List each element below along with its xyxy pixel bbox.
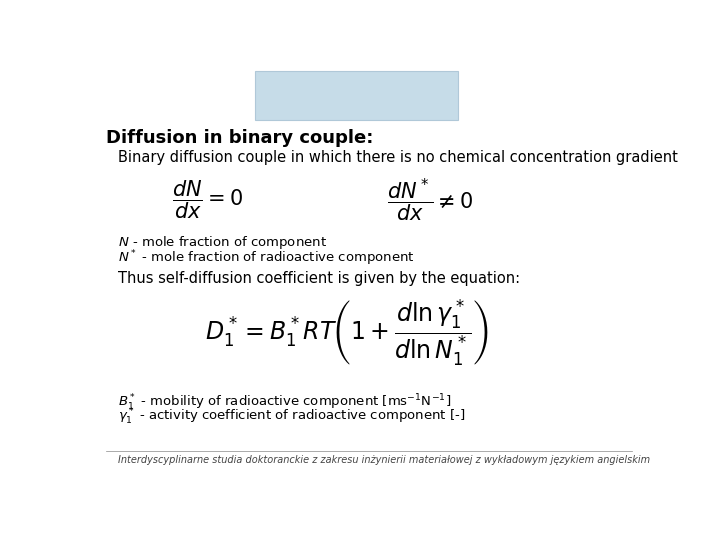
- Text: Binary diffusion couple in which there is no chemical concentration gradient: Binary diffusion couple in which there i…: [118, 150, 678, 165]
- Text: $B_1^*$ - mobility of radioactive component [ms$^{-1}$N$^{-1}$]: $B_1^*$ - mobility of radioactive compon…: [118, 393, 451, 414]
- FancyBboxPatch shape: [255, 71, 458, 120]
- Text: $N$ - mole fraction of component: $N$ - mole fraction of component: [118, 234, 327, 252]
- Text: $\gamma_1^*$ - activity coefficient of radioactive component [-]: $\gamma_1^*$ - activity coefficient of r…: [118, 407, 465, 427]
- Text: $D_1^* = B_1^* RT\left(1 + \dfrac{d\ln\gamma_1^*}{d\ln N_1^*}\right)$: $D_1^* = B_1^* RT\left(1 + \dfrac{d\ln\g…: [204, 298, 489, 368]
- Text: $N^*$ - mole fraction of radioactive component: $N^*$ - mole fraction of radioactive com…: [118, 248, 415, 268]
- Text: Diffusion in binary couple:: Diffusion in binary couple:: [106, 129, 373, 147]
- Text: Interdyscyplinarne studia doktoranckie z zakresu inżynierii materiałowej z wykła: Interdyscyplinarne studia doktoranckie z…: [118, 455, 650, 465]
- Text: $\dfrac{dN^*}{dx} \neq 0$: $\dfrac{dN^*}{dx} \neq 0$: [387, 176, 474, 224]
- Text: Thus self-diffusion coefficient is given by the equation:: Thus self-diffusion coefficient is given…: [118, 271, 520, 286]
- Text: $\dfrac{dN}{dx} = 0$: $\dfrac{dN}{dx} = 0$: [171, 179, 243, 221]
